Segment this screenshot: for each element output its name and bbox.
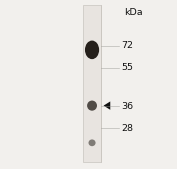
Text: 72: 72 [121, 41, 133, 50]
Bar [83, 5, 101, 162]
Text: 55: 55 [121, 63, 133, 72]
Text: 28: 28 [121, 124, 133, 133]
Text: kDa: kDa [124, 8, 142, 17]
Polygon shape [104, 101, 110, 110]
Ellipse shape [88, 139, 96, 146]
Ellipse shape [85, 41, 99, 59]
Text: 36: 36 [121, 102, 133, 111]
Ellipse shape [87, 101, 97, 111]
